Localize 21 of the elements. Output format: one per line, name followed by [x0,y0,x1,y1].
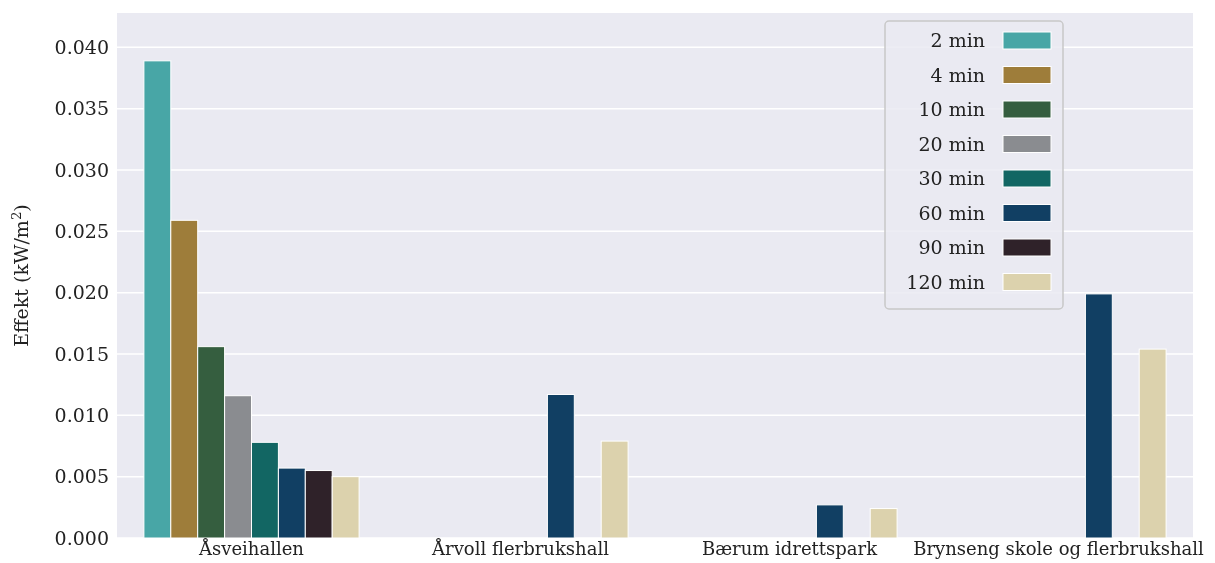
y-tick-label: 0.020 [54,281,109,304]
x-tick-label: Bærum idrettspark [701,537,879,559]
legend-label: 10 min [918,98,985,120]
y-tick-label: 0.005 [54,465,109,488]
y-tick-label: 0.025 [54,219,109,242]
y-tick-label: 0.015 [54,342,109,365]
legend-label: 2 min [930,29,985,51]
y-tick-label: 0.010 [54,403,109,426]
x-tick-label: Åsveihallen [198,537,305,559]
y-tick-label: 0.040 [54,35,109,58]
legend-label: 120 min [906,270,985,293]
legend-label: 90 min [918,236,985,258]
legend-label: 4 min [930,63,985,86]
x-tick-label: Brynseng skole og flerbrukshall [913,537,1204,559]
y-tick-label: 0.030 [54,158,109,181]
legend-label: 30 min [918,167,985,189]
y-tick-label: 0.035 [54,97,109,120]
y-tick-label: 0.000 [54,526,109,549]
legend-label: 20 min [918,132,985,155]
x-tick-label: Årvoll flerbrukshall [431,537,610,559]
legend-label: 60 min [918,201,985,224]
